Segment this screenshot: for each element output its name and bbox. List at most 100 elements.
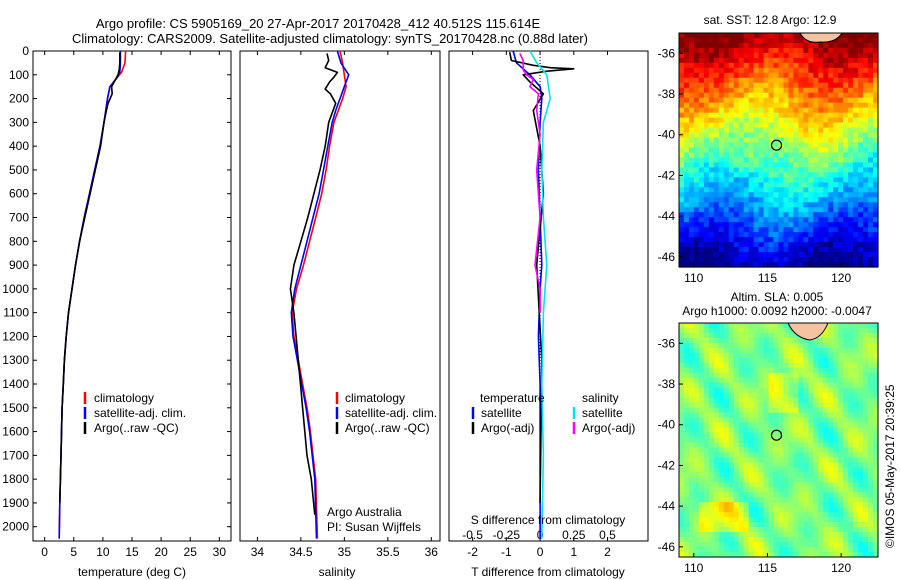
sla-cell [873,337,879,344]
sla-cell [753,447,760,454]
sst-cell [833,247,839,253]
sst-cell [683,92,690,99]
sst-cell [833,222,839,228]
sst-cell [743,112,750,119]
sla-cell [848,482,854,488]
sla-cell [693,382,700,389]
sst-cell [873,52,879,59]
sla-cell [873,547,879,553]
sst-cell [733,47,740,54]
sla-cell [723,467,730,473]
sst-cell [733,33,740,39]
sla-cell [863,447,869,454]
sla-cell [688,542,695,548]
sla-cell [773,487,780,493]
sst-cell [733,107,740,114]
sla-cell [858,532,864,538]
sla-cell [798,507,804,513]
sla-cell [688,457,695,464]
sst-cell [688,72,695,79]
sst-cell [848,157,854,164]
sla-cell [858,487,864,493]
sst-cell [838,232,844,238]
sla-cell [738,417,745,424]
sst-cell [808,57,814,64]
sla-cell [763,507,770,513]
sla-cell [808,522,814,528]
sst-cell [688,202,695,208]
sst-cell [679,237,685,243]
lat-tick-label: -40 [658,128,676,142]
sst-cell [743,262,750,268]
sla-cell [758,472,765,478]
sst-cell [733,162,740,169]
sst-cell [738,142,745,149]
sst-cell [683,47,690,54]
sla-cell [683,537,690,543]
sst-cell [728,72,735,79]
sla-cell [763,492,770,498]
sla-cell [813,447,819,454]
sst-cell [803,147,809,154]
sst-cell [798,72,804,79]
sst-cell [778,127,785,134]
sst-cell [728,177,735,183]
sst-cell [733,37,740,44]
sst-cell [798,37,804,44]
sst-cell [743,217,750,223]
sla-cell [713,537,720,543]
sla-cell [828,372,834,379]
sst-cell [848,47,854,54]
sst-cell [693,137,700,144]
sst-cell [818,177,824,183]
sla-cell [818,437,824,444]
sst-cell [703,127,710,134]
sst-cell [713,132,720,139]
sla-cell [753,492,760,498]
sla-cell [708,492,715,498]
sla-cell [803,497,809,503]
sla-cell [733,502,740,508]
sla-cell [803,492,809,498]
sla-cell [773,417,780,424]
sla-cell [743,532,750,538]
sla-cell [798,347,804,354]
sla-cell [768,552,775,558]
sst-cell [733,152,740,159]
sst-cell [818,207,824,213]
sla-cell [723,497,730,503]
sla-cell [808,412,814,419]
sla-cell [788,437,795,444]
sst-cell [848,87,854,94]
sst-cell [713,162,720,169]
sla-cell [698,402,705,409]
sla-cell [758,352,765,359]
sla-cell [758,342,765,349]
sst-cell [803,202,809,208]
sst-cell [783,217,790,223]
sst-cell [783,257,790,263]
sst-cell [718,232,725,238]
sla-cell [713,492,720,498]
sst-cell [798,172,804,178]
sst-cell [858,217,864,223]
sla-cell [863,397,869,404]
sla-cell [753,362,760,369]
sst-cell [763,207,770,213]
sla-cell [683,362,690,369]
sla-cell [773,342,780,349]
sst-cell [698,187,705,193]
sla-cell [718,407,725,414]
sla-cell [783,422,790,429]
sst-cell [783,237,790,243]
sla-cell [783,323,790,329]
sla-cell [773,482,780,488]
sla-cell [853,452,859,459]
sst-cell [698,117,705,124]
sst-cell [773,72,780,79]
depth-tick-label: 1000 [2,282,29,296]
sst-cell [833,127,839,134]
sst-cell [768,77,775,84]
sst-cell [743,172,750,178]
sst-cell [713,182,720,188]
